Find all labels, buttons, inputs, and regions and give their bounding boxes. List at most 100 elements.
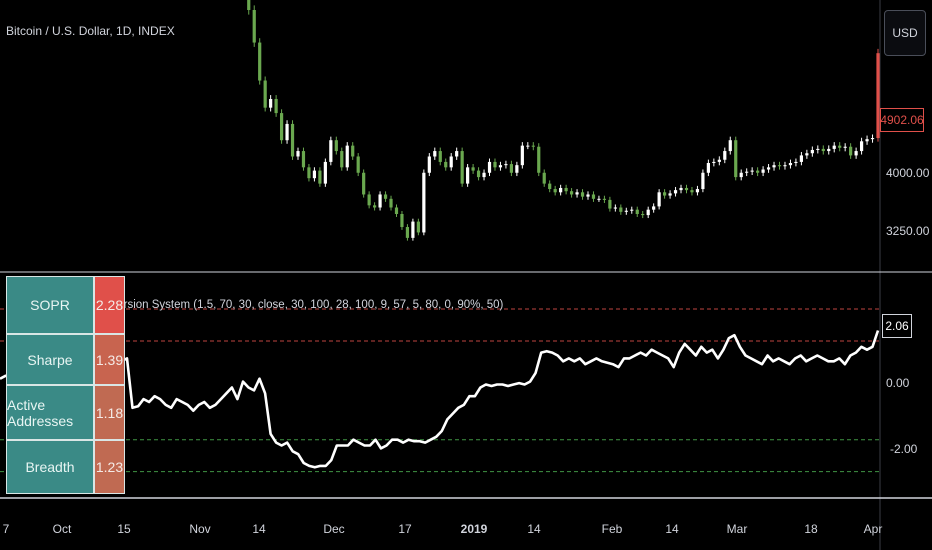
candle-body xyxy=(520,145,524,166)
indicator-line xyxy=(0,330,880,469)
candle-body xyxy=(285,123,289,141)
candle-body xyxy=(269,98,273,108)
candle-body xyxy=(728,140,732,152)
candle-body xyxy=(394,207,399,214)
candle-body xyxy=(788,163,793,166)
time-axis-label: 14 xyxy=(527,522,541,536)
candle-body xyxy=(252,10,256,43)
candle-body xyxy=(569,191,574,195)
candle-body xyxy=(526,145,530,147)
candle-body xyxy=(509,164,513,173)
candle-body xyxy=(591,194,596,199)
time-axis-label: 2019 xyxy=(460,522,488,536)
candle-body xyxy=(673,190,678,194)
candle-body xyxy=(301,151,306,168)
candle-body xyxy=(766,167,771,170)
time-axis-label: Mar xyxy=(726,522,748,536)
candle-body xyxy=(476,170,481,178)
candle-body xyxy=(373,205,377,208)
stats-row-breadth: Breadth 1.23 xyxy=(6,440,127,494)
candle-body xyxy=(345,145,349,168)
candle-body xyxy=(531,145,535,147)
candle-body xyxy=(405,227,410,238)
candle-body xyxy=(351,145,355,157)
candle-body xyxy=(263,80,267,108)
stats-name: Breadth xyxy=(6,440,94,494)
candle-body xyxy=(471,167,475,171)
time-axis-label: Apr xyxy=(863,522,883,536)
candle-body xyxy=(843,146,847,148)
time-axis-label: 14 xyxy=(665,522,679,536)
stats-row-sopr: SOPR 2.28 xyxy=(6,276,127,334)
candle-body xyxy=(876,53,880,139)
stats-value: 1.23 xyxy=(94,440,125,494)
candle-body xyxy=(383,194,388,199)
candle-body xyxy=(717,159,721,162)
stats-value: 1.39 xyxy=(94,334,125,385)
candle-body xyxy=(613,207,617,209)
candle-body xyxy=(865,139,869,142)
candle-body xyxy=(274,98,278,114)
stats-table: SOPR 2.28 Sharpe 1.39 Active Addresses 1… xyxy=(6,276,127,494)
candle-body xyxy=(805,153,809,156)
candle-body xyxy=(772,165,776,168)
candle-body xyxy=(641,214,645,216)
candle-body xyxy=(679,187,683,191)
candle-body xyxy=(466,167,470,184)
candle-body xyxy=(389,198,393,208)
candle-body xyxy=(537,146,541,173)
candle-body xyxy=(870,138,875,140)
candle-body xyxy=(296,151,300,157)
stats-name: Active Addresses xyxy=(6,385,94,440)
candle-body xyxy=(854,151,858,156)
stats-value: 1.18 xyxy=(94,385,125,440)
indicator-last-value-tag: 2.06 xyxy=(882,314,912,338)
candle-body xyxy=(362,172,366,195)
candle-body xyxy=(378,194,382,208)
candle-body xyxy=(290,123,295,157)
candle-body xyxy=(504,164,508,166)
candle-body xyxy=(247,0,251,10)
candle-body xyxy=(307,167,311,179)
candle-body xyxy=(515,165,519,173)
time-axis-label: Feb xyxy=(601,522,623,536)
candle-body xyxy=(487,161,492,173)
indicator-axis-label: -2.00 xyxy=(890,442,918,456)
candle-body xyxy=(416,221,420,233)
candle-body xyxy=(783,165,787,167)
candle-body xyxy=(580,192,585,197)
candle-body xyxy=(422,172,426,233)
candle-body xyxy=(657,192,661,207)
time-axis-label: 14 xyxy=(252,522,266,536)
candle-body xyxy=(564,187,568,192)
candle-body xyxy=(723,151,727,160)
candle-body xyxy=(635,209,639,214)
currency-button[interactable]: USD xyxy=(884,10,926,56)
time-axis-label: 15 xyxy=(117,522,131,536)
candle-body xyxy=(597,198,601,200)
candle-body xyxy=(449,156,453,168)
candle-body xyxy=(646,209,650,216)
indicator-title: Automated Mean Reversion System (1.5, 70… xyxy=(6,299,504,311)
candle-body xyxy=(548,183,552,190)
candle-body xyxy=(777,165,782,167)
candle-body xyxy=(427,156,431,173)
candle-body xyxy=(816,148,820,150)
candle-body xyxy=(849,146,853,156)
candle-body xyxy=(329,140,333,162)
candle-body xyxy=(323,161,327,184)
indicator-axis-label: 0.00 xyxy=(886,376,910,390)
candle-body xyxy=(663,192,667,196)
price-axis-label: 3250.00 xyxy=(886,224,930,238)
candle-body xyxy=(832,145,836,149)
chart-title: Bitcoin / U.S. Dollar, 1D, INDEX xyxy=(6,24,175,38)
candle-body xyxy=(799,155,803,162)
candle-body xyxy=(712,161,716,163)
stats-row-sharpe: Sharpe 1.39 xyxy=(6,334,127,385)
candle-body xyxy=(340,151,344,168)
candle-body xyxy=(734,140,738,178)
candle-body xyxy=(706,163,710,173)
candle-body xyxy=(542,172,546,184)
time-axis-label: Nov xyxy=(189,522,211,536)
